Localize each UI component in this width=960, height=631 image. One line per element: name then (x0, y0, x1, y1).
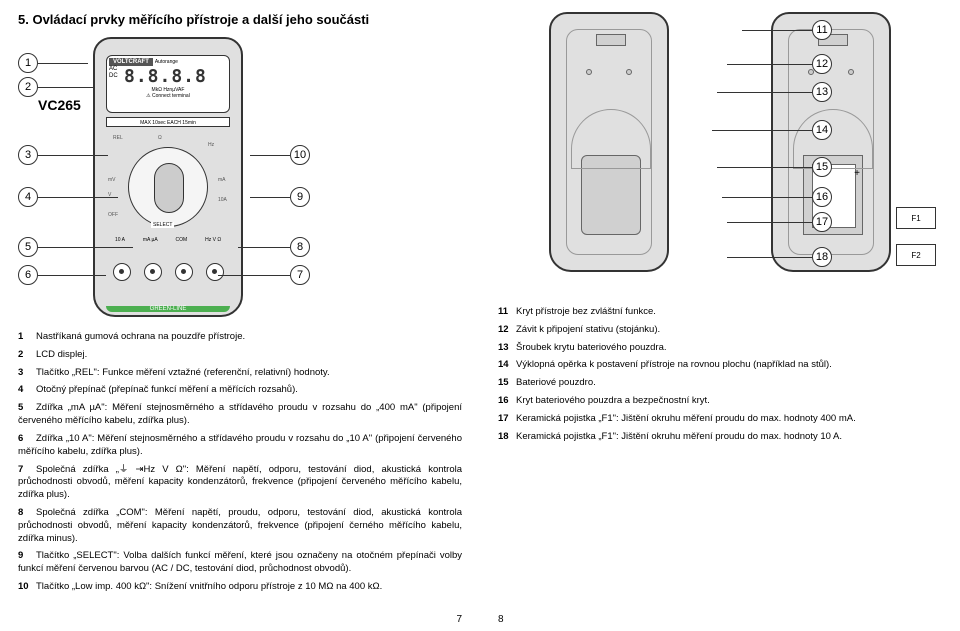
callout-9: 9 (290, 187, 310, 207)
autorange-label: Autorange (155, 59, 178, 65)
item-text: Společná zdířka „⏚ ⇥Hz V Ω": Měření napě… (18, 464, 462, 501)
callout-14: 14 (812, 120, 832, 140)
rotary-dial: SELECT (128, 147, 208, 227)
callout-15: 15 (812, 157, 832, 177)
item-text: Zdířka „mA µA": Měření stejnosměrného a … (18, 402, 462, 426)
mv-label: mV (108, 177, 116, 183)
page-number-left: 7 (456, 614, 462, 625)
item-text: Kryt bateriového pouzdra a bezpečnostní … (516, 395, 710, 406)
callout-6: 6 (18, 265, 38, 285)
jack-ma-label: mA µA (143, 237, 158, 243)
item-num: 14 (498, 359, 516, 372)
jack-10a (113, 263, 131, 281)
callout-4: 4 (18, 187, 38, 207)
ac-label: AC (109, 66, 124, 73)
front-diagram: VOLTCRAFT Autorange ACDC 8.8.8.8 MkΩ Hzn… (18, 37, 462, 317)
item-text: Společná zdířka „COM": Měření napětí, pr… (18, 507, 462, 544)
callout-13: 13 (812, 82, 832, 102)
item-text: Keramická pojistka „F1": Jištění okruhu … (516, 431, 842, 442)
fuse-f1-box: F1 (896, 207, 936, 229)
section-title: 5. Ovládací prvky měřícího přístroje a d… (18, 12, 462, 27)
lcd-display: VOLTCRAFT Autorange ACDC 8.8.8.8 MkΩ Hzn… (106, 55, 230, 113)
fuse-f2-box: F2 (896, 244, 936, 266)
off-label: OFF (108, 212, 118, 218)
item-num: 18 (498, 431, 516, 444)
item-num: 11 (498, 306, 516, 319)
callout-5: 5 (18, 237, 38, 257)
item-num: 3 (18, 367, 36, 380)
item-num: 7 (18, 464, 36, 477)
callout-18: 18 (812, 247, 832, 267)
item-text: Zdířka „10 A": Měření stejnosměrného a s… (18, 433, 462, 457)
ohm-label: Ω (158, 135, 162, 141)
item-text: Výklopná opěrka k postavení přístroje na… (516, 359, 832, 370)
callout-12: 12 (812, 54, 832, 74)
footer-label: GREEN-LINE (106, 306, 230, 312)
jack-com (175, 263, 193, 281)
item-num: 15 (498, 377, 516, 390)
item-text: LCD displej. (36, 349, 87, 360)
item-num: 5 (18, 402, 36, 415)
callout-11: 11 (812, 20, 832, 40)
callout-16: 16 (812, 187, 832, 207)
10a-dial-label: 10A (218, 197, 227, 203)
digit-display: 8.8.8.8 (124, 66, 207, 87)
item-text: Tlačítko „REL": Funkce měření vztažné (r… (36, 367, 330, 378)
back-view-open: + (771, 12, 891, 272)
warning-bar: MAX 10sec EACH 15min (106, 117, 230, 127)
dc-label: DC (109, 73, 124, 80)
item-text: Keramická pojistka „F1": Jištění okruhu … (516, 413, 856, 424)
item-text: Tlačítko „SELECT": Volba dalších funkcí … (18, 550, 462, 574)
item-text: Závit k připojení stativu (stojánku). (516, 324, 660, 335)
callout-8: 8 (290, 237, 310, 257)
item-num: 1 (18, 331, 36, 344)
item-num: 2 (18, 349, 36, 362)
item-num: 16 (498, 395, 516, 408)
rel-label: REL (113, 135, 123, 141)
item-text: Tlačítko „Low imp. 400 kΩ": Snížení vnit… (36, 581, 382, 592)
item-num: 13 (498, 342, 516, 355)
model-label: VC265 (38, 97, 81, 113)
left-descriptions: 1Nastříkaná gumová ochrana na pouzdře př… (18, 331, 462, 594)
back-diagram: + F1 F2 11 12 13 14 15 16 17 18 (498, 12, 942, 292)
callout-2: 2 (18, 77, 38, 97)
callout-3: 3 (18, 145, 38, 165)
item-num: 17 (498, 413, 516, 426)
item-text: Nastříkaná gumová ochrana na pouzdře pří… (36, 331, 245, 342)
dial-knob (154, 163, 184, 213)
callout-17: 17 (812, 212, 832, 232)
item-num: 9 (18, 550, 36, 563)
item-text: Otočný přepínač (přepínač funkcí měření … (36, 384, 298, 395)
callout-10: 10 (290, 145, 310, 165)
item-num: 4 (18, 384, 36, 397)
connect-line: ⚠ Connect terminal (109, 93, 227, 99)
item-text: Šroubek krytu bateriového pouzdra. (516, 342, 667, 353)
item-num: 12 (498, 324, 516, 337)
hz-label: Hz (208, 142, 214, 148)
select-label: SELECT (151, 222, 174, 228)
item-text: Kryt přístroje bez zvláštní funkce. (516, 306, 656, 317)
item-num: 10 (18, 581, 36, 594)
jack-hzv-label: Hz V Ω (205, 237, 221, 243)
ma-dial-label: mA (218, 177, 226, 183)
jack-ma (144, 263, 162, 281)
back-view-closed (549, 12, 669, 272)
item-num: 8 (18, 507, 36, 520)
callout-7: 7 (290, 265, 310, 285)
callout-1: 1 (18, 53, 38, 73)
item-num: 6 (18, 433, 36, 446)
brand-label: VOLTCRAFT (109, 58, 153, 66)
item-text: Bateriové pouzdro. (516, 377, 596, 388)
page-number-right: 8 (498, 614, 504, 625)
right-descriptions: 11Kryt přístroje bez zvláštní funkce. 12… (498, 306, 942, 444)
jack-com-label: COM (176, 237, 188, 243)
